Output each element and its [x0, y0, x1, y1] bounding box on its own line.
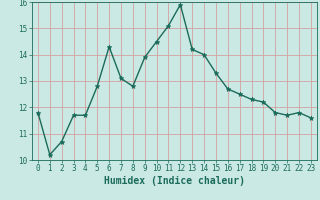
- X-axis label: Humidex (Indice chaleur): Humidex (Indice chaleur): [104, 176, 245, 186]
